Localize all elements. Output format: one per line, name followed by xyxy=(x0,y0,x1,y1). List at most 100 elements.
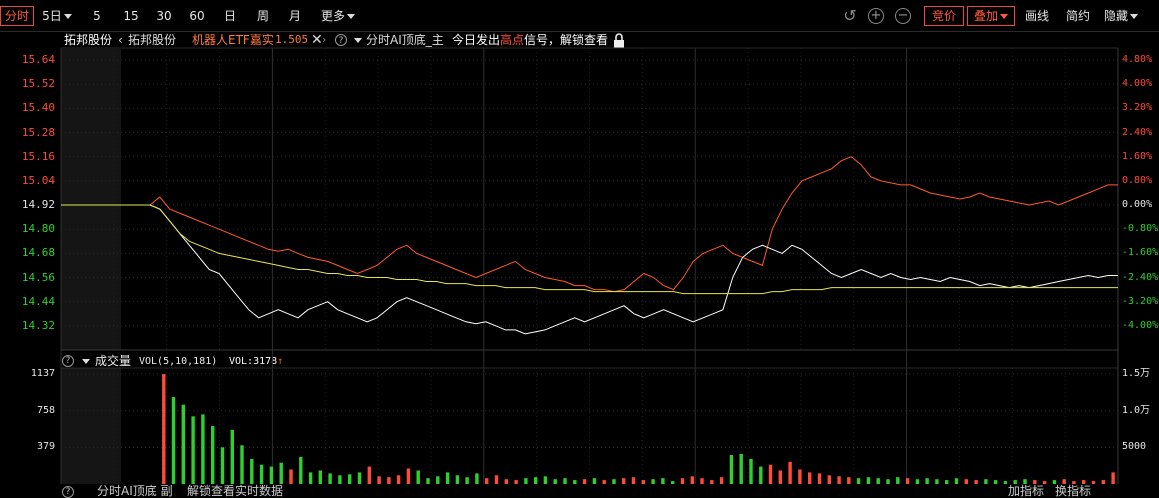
indicator-dropdown[interactable] xyxy=(352,32,362,48)
volume-bar xyxy=(573,480,577,484)
volume-bar xyxy=(661,478,665,484)
back-chevron-icon[interactable]: ‹ xyxy=(118,33,123,47)
volume-dropdown[interactable] xyxy=(80,353,90,369)
volume-panel-shade xyxy=(61,368,121,484)
period-week[interactable]: 周 xyxy=(256,9,269,23)
undo-icon[interactable]: ↺ xyxy=(843,6,857,25)
volume-bar xyxy=(651,479,655,484)
volume-bar xyxy=(279,462,283,484)
volume-title: 成交量 xyxy=(95,354,132,368)
volume-bar xyxy=(847,477,851,484)
overlay-dropdown[interactable]: 叠加 xyxy=(967,6,1015,26)
pct-tick-label: 0.80% xyxy=(1122,174,1153,186)
volume-right-tick-label: 1.5万 xyxy=(1122,368,1151,380)
volume-bar xyxy=(768,464,773,484)
indicator-name[interactable]: 分时AI顶底_主 xyxy=(366,33,444,47)
volume-bar xyxy=(524,478,528,484)
volume-bar xyxy=(612,479,616,484)
volume-bar xyxy=(837,476,841,484)
compare-name[interactable]: 拓邦股份 xyxy=(128,33,177,47)
volume-bar xyxy=(778,470,782,484)
hide-dropdown[interactable]: 隐藏 xyxy=(1101,6,1141,26)
avg-price-line xyxy=(61,204,1118,295)
volume-bar xyxy=(710,480,714,484)
price-tick-label: 15.28 xyxy=(21,125,55,139)
pct-tick-label: -4.00% xyxy=(1122,319,1159,331)
price-tick-label: 14.68 xyxy=(21,246,55,260)
volume-bar xyxy=(993,480,998,484)
pct-tick-label: 0.00% xyxy=(1122,199,1153,211)
pct-tick-label: 4.80% xyxy=(1122,54,1153,66)
overlay-etf-label: 机器人ETF嘉实 xyxy=(192,33,274,47)
expand-chevron-icon[interactable]: › xyxy=(322,33,327,46)
volume-bar xyxy=(856,478,861,484)
period-5min[interactable]: 5 xyxy=(93,9,101,23)
volume-bar xyxy=(1052,480,1057,484)
volume-bar xyxy=(954,478,959,484)
chevron-down-icon xyxy=(1130,14,1138,19)
price-line xyxy=(61,156,1118,293)
volume-bar xyxy=(191,416,195,484)
period-day[interactable]: 日 xyxy=(223,9,236,23)
volume-bar xyxy=(211,426,215,484)
price-tick-label: 14.44 xyxy=(21,294,55,308)
volume-bar xyxy=(1003,481,1008,484)
period-30min[interactable]: 30 xyxy=(156,9,172,23)
volume-tick-label: 379 xyxy=(36,441,55,453)
simple-mode-button[interactable]: 简约 xyxy=(1065,9,1090,23)
price-panel-shade xyxy=(61,48,121,350)
volume-bar xyxy=(729,455,734,484)
volume-bar xyxy=(416,470,420,484)
volume-bar xyxy=(377,476,381,484)
overlay-label: 叠加 xyxy=(973,9,998,23)
volume-bar xyxy=(387,477,391,484)
volume-bar xyxy=(367,466,371,484)
volume-bar xyxy=(318,470,322,484)
volume-bar xyxy=(1082,480,1086,484)
volume-bar xyxy=(984,479,988,484)
draw-line-button[interactable]: 画线 xyxy=(1024,9,1049,23)
volume-right-tick-label: 1.0万 xyxy=(1122,404,1151,416)
pct-tick-label: 4.00% xyxy=(1122,78,1153,90)
volume-bar xyxy=(680,478,685,484)
lock-icon[interactable] xyxy=(612,33,626,51)
volume-bar xyxy=(788,461,792,484)
volume-bar xyxy=(1033,480,1037,484)
period-60min[interactable]: 60 xyxy=(189,9,205,23)
volume-bar xyxy=(445,472,450,484)
volume-bar xyxy=(220,447,225,484)
volume-bar xyxy=(866,477,871,484)
more-dropdown[interactable]: 更多 xyxy=(318,6,358,26)
pct-tick-label: 3.20% xyxy=(1122,102,1153,114)
volume-bar xyxy=(759,466,763,484)
period-month[interactable]: 月 xyxy=(288,9,301,23)
help-icon[interactable]: ? xyxy=(335,34,347,46)
bidding-button[interactable]: 竞价 xyxy=(924,6,964,26)
zoom-in-icon[interactable]: + xyxy=(868,8,884,24)
period-15min[interactable]: 15 xyxy=(123,9,139,23)
volume-bar xyxy=(974,480,978,484)
price-tick-label: 15.40 xyxy=(21,101,55,115)
volume-bar xyxy=(406,468,411,484)
zoom-out-icon[interactable]: − xyxy=(895,8,911,24)
price-tick-label: 15.64 xyxy=(21,53,55,67)
chevron-down-icon xyxy=(82,359,90,364)
period-dropdown[interactable]: 5日 xyxy=(40,6,74,26)
pct-tick-label: 2.40% xyxy=(1122,126,1153,138)
volume-bar xyxy=(886,479,890,484)
signal-text: 今日发出高点信号，解锁查看 xyxy=(452,32,608,48)
volume-bar xyxy=(1091,481,1096,484)
volume-bar xyxy=(602,480,606,484)
volume-bar xyxy=(592,478,597,484)
close-overlay-icon[interactable]: ✕ xyxy=(311,32,323,48)
volume-bar xyxy=(475,473,479,484)
volume-bar xyxy=(357,472,362,484)
volume-indicator: VOL(5,10,181) xyxy=(139,356,218,367)
lock-icon-svg xyxy=(614,33,624,48)
volume-help-icon[interactable]: ? xyxy=(62,355,74,367)
volume-bar xyxy=(739,454,743,484)
tab-intraday[interactable]: 分时 xyxy=(0,6,34,26)
volume-bar xyxy=(671,481,675,484)
volume-bar xyxy=(925,478,929,484)
